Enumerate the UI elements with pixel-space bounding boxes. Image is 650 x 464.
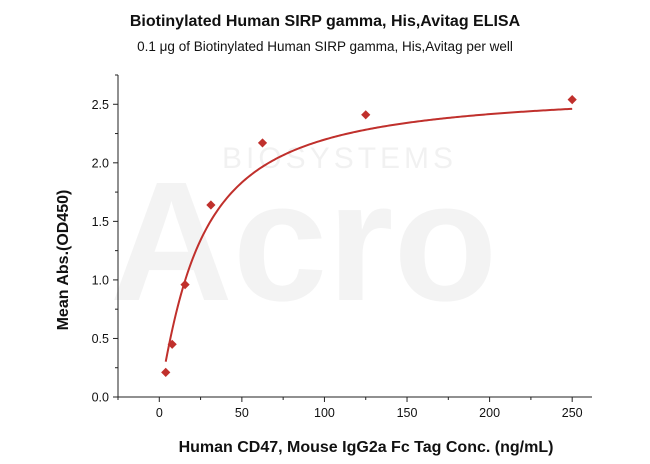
data-point-marker <box>167 339 177 349</box>
y-tick-label: 2.5 <box>92 98 109 112</box>
y-axis-label: Mean Abs.(OD450) <box>55 190 72 331</box>
x-tick-label: 50 <box>235 406 249 420</box>
x-tick-label: 0 <box>156 406 163 420</box>
x-axis-label: Human CD47, Mouse IgG2a Fc Tag Conc. (ng… <box>179 439 554 456</box>
x-tick-label: 100 <box>314 406 335 420</box>
watermark-logo-text: Acro <box>110 147 497 337</box>
y-tick-label: 1.0 <box>92 273 109 287</box>
data-point-marker <box>161 367 171 378</box>
y-tick-label: 1.5 <box>92 215 109 229</box>
chart-title: Biotinylated Human SIRP gamma, His,Avita… <box>130 13 521 30</box>
x-tick-label: 200 <box>479 406 500 420</box>
x-tick-label: 250 <box>562 406 583 420</box>
x-tick-label: 150 <box>397 406 418 420</box>
watermark-logo: Acro BIOSYSTEMS <box>110 142 497 337</box>
data-point-marker <box>361 110 371 120</box>
y-axis-ticks: 0.0 0.5 1.0 1.5 2.0 2.5 <box>92 74 118 405</box>
data-point-marker <box>257 138 268 148</box>
data-point-marker <box>180 279 190 290</box>
x-axis-ticks: 0 50 100 150 200 250 <box>117 397 583 420</box>
chart-subtitle: 0.1 μg of Biotinylated Human SIRP gamma,… <box>137 39 513 54</box>
watermark-sub-text: BIOSYSTEMS <box>222 142 457 175</box>
y-tick-label: 2.0 <box>92 156 109 170</box>
data-points <box>161 94 577 378</box>
y-tick-label: 0.5 <box>92 332 109 346</box>
y-tick-label: 0.0 <box>92 391 109 405</box>
fit-curve-line <box>164 107 573 362</box>
data-point-marker <box>567 94 577 105</box>
data-point-marker <box>206 200 216 210</box>
